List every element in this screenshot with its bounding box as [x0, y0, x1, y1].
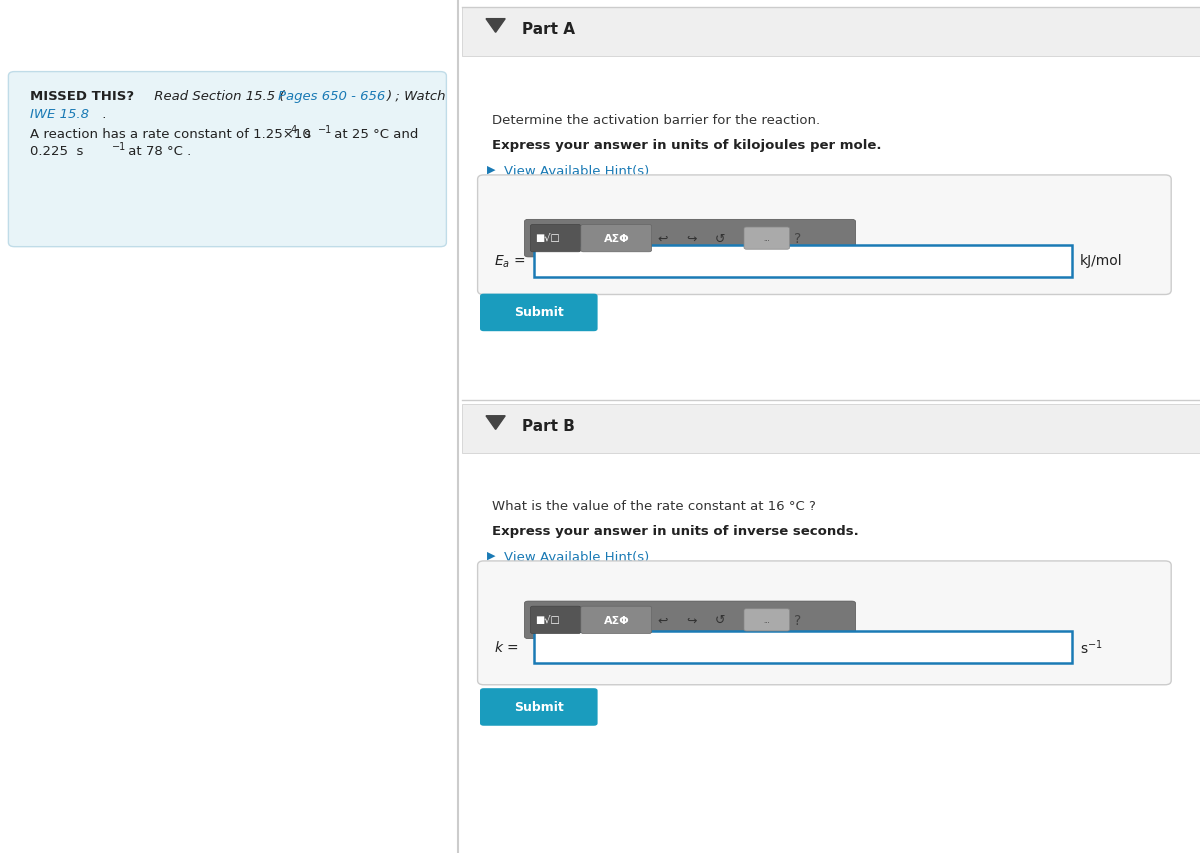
Text: Determine the activation barrier for the reaction.: Determine the activation barrier for the…	[492, 113, 820, 126]
Text: at 25 °C and: at 25 °C and	[330, 128, 419, 141]
Text: ■√□: ■√□	[535, 233, 560, 243]
Text: ▶: ▶	[487, 550, 496, 560]
Text: ↺: ↺	[715, 232, 726, 246]
Text: Pages 650 - 656: Pages 650 - 656	[278, 90, 385, 102]
Text: s$^{-1}$: s$^{-1}$	[1080, 637, 1103, 656]
Polygon shape	[486, 416, 505, 430]
Text: Submit: Submit	[514, 699, 564, 713]
Text: Express your answer in units of kilojoules per mole.: Express your answer in units of kilojoul…	[492, 139, 882, 152]
Text: What is the value of the rate constant at 16 °C ?: What is the value of the rate constant a…	[492, 499, 816, 512]
Text: ■√□: ■√□	[535, 614, 560, 624]
Bar	[534, 246, 1072, 278]
Text: kJ/mol: kJ/mol	[1080, 254, 1123, 268]
Text: Read Section 15.5 (: Read Section 15.5 (	[150, 90, 284, 102]
Text: ) ; Watch: ) ; Watch	[386, 90, 446, 102]
Bar	[462, 404, 1200, 454]
FancyBboxPatch shape	[744, 609, 790, 631]
Text: Submit: Submit	[514, 305, 564, 319]
FancyBboxPatch shape	[8, 73, 446, 247]
Text: −1: −1	[318, 125, 332, 135]
FancyBboxPatch shape	[480, 294, 598, 332]
Text: View Available Hint(s): View Available Hint(s)	[504, 550, 649, 563]
Text: ↪: ↪	[686, 613, 697, 627]
Text: Part B: Part B	[522, 419, 575, 434]
Text: ΑΣΦ: ΑΣΦ	[604, 615, 630, 625]
Text: View Available Hint(s): View Available Hint(s)	[504, 165, 649, 177]
Text: MISSED THIS?: MISSED THIS?	[30, 90, 134, 102]
Text: ↪: ↪	[686, 232, 697, 246]
Text: ...: ...	[763, 617, 770, 624]
Text: $E_a$ =: $E_a$ =	[494, 252, 526, 270]
Text: ↺: ↺	[715, 613, 726, 627]
Text: −1: −1	[112, 142, 126, 152]
FancyBboxPatch shape	[744, 228, 790, 250]
FancyBboxPatch shape	[530, 225, 581, 252]
Polygon shape	[486, 20, 505, 33]
Text: ▶: ▶	[487, 165, 496, 175]
Text: ?: ?	[794, 613, 802, 627]
FancyBboxPatch shape	[581, 225, 652, 252]
FancyBboxPatch shape	[524, 601, 856, 639]
Text: s: s	[300, 128, 311, 141]
Text: 0.225  s: 0.225 s	[30, 145, 83, 158]
Text: −4: −4	[284, 125, 299, 135]
Text: A reaction has a rate constant of 1.25×10: A reaction has a rate constant of 1.25×1…	[30, 128, 311, 141]
Text: at 78 °C .: at 78 °C .	[124, 145, 191, 158]
Text: IWE 15.8: IWE 15.8	[30, 108, 89, 121]
FancyBboxPatch shape	[530, 606, 581, 634]
Text: ?: ?	[794, 232, 802, 246]
Text: $k$ =: $k$ =	[494, 639, 518, 654]
FancyBboxPatch shape	[478, 561, 1171, 685]
Bar	[534, 631, 1072, 664]
FancyBboxPatch shape	[524, 220, 856, 258]
Text: ...: ...	[763, 235, 770, 242]
Text: Express your answer in units of inverse seconds.: Express your answer in units of inverse …	[492, 525, 859, 537]
Text: ↩: ↩	[658, 613, 668, 627]
FancyBboxPatch shape	[478, 176, 1171, 295]
Text: ↩: ↩	[658, 232, 668, 246]
FancyBboxPatch shape	[581, 606, 652, 634]
Text: Part A: Part A	[522, 22, 575, 38]
Bar	[462, 8, 1200, 57]
FancyBboxPatch shape	[480, 688, 598, 726]
Text: .: .	[98, 108, 107, 121]
Text: ΑΣΦ: ΑΣΦ	[604, 234, 630, 244]
